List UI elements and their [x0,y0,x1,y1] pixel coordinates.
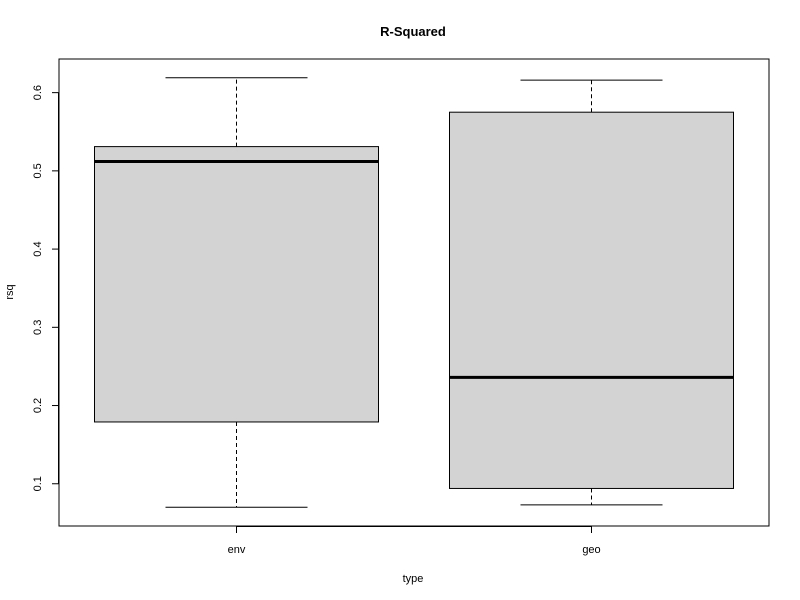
y-axis: 0.1 0.2 0.3 0.4 0.5 0.6 [32,85,59,491]
box-env [94,77,379,508]
y-tick-label: 0.5 [32,163,44,178]
box-group [94,77,734,508]
x-tick-label: geo [582,544,600,556]
y-tick-label: 0.1 [32,476,44,491]
x-axis-label: type [403,573,424,585]
iqr-box [94,146,379,423]
y-tick-label: 0.4 [32,241,44,256]
y-axis-label: rsq [4,284,16,299]
chart-title: R-Squared [380,24,446,39]
y-tick-label: 0.2 [32,398,44,413]
x-axis: env geo [228,526,601,556]
x-tick-label: env [228,544,246,556]
iqr-box [449,111,734,489]
y-tick-label: 0.6 [32,85,44,100]
y-tick-label: 0.3 [32,320,44,335]
box-geo [449,79,734,506]
